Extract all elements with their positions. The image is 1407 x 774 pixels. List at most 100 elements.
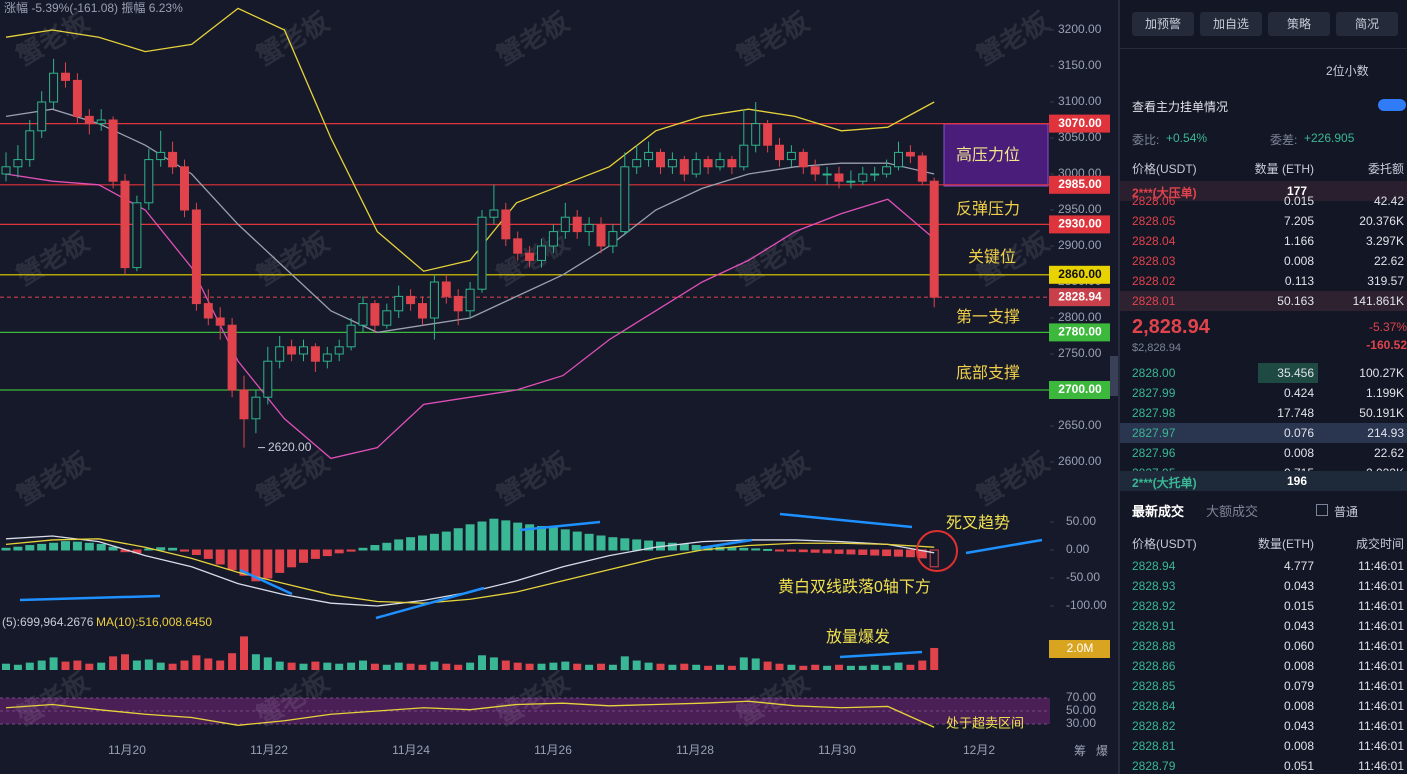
level-label: 2700.00 <box>1058 382 1102 396</box>
macd-bar <box>786 549 796 552</box>
volume-bar <box>763 661 772 670</box>
y-tick-label: 2750.00 <box>1058 346 1102 360</box>
pressure-box <box>943 123 1049 187</box>
volume-bar <box>275 661 284 670</box>
volume-bar <box>121 654 129 670</box>
volume-bar <box>347 662 356 670</box>
level-box <box>1049 175 1110 194</box>
candle-body <box>334 346 344 355</box>
toggle[interactable] <box>1378 99 1406 111</box>
macd-bar <box>679 543 689 551</box>
macd-bar <box>584 533 594 551</box>
macd-bar <box>346 549 356 552</box>
scroll-handle[interactable] <box>1110 356 1118 396</box>
annotation: 黄白双线跌落0轴下方 <box>778 578 931 596</box>
volume-bar <box>620 656 629 670</box>
candle-body <box>61 72 70 81</box>
volume-bar <box>228 653 237 670</box>
candle-body <box>72 79 82 117</box>
candle-body <box>501 209 511 240</box>
volume-bar <box>204 658 213 670</box>
volume-bar <box>25 662 34 670</box>
trade-cell: 2828.82 <box>1132 719 1176 733</box>
watermark: 蟹老板 <box>731 6 814 71</box>
candle-body <box>572 216 582 233</box>
row-highlight <box>1120 291 1407 311</box>
candle-body <box>786 151 796 161</box>
volume-bar <box>870 664 879 670</box>
label: 委差: <box>1270 133 1298 147</box>
watermark: 蟹老板 <box>491 6 574 71</box>
x-tick-label: 11月26 <box>534 743 572 757</box>
volume-bar <box>704 665 713 670</box>
macd-bar <box>929 549 939 568</box>
row-highlight <box>1120 423 1407 443</box>
decimals[interactable]: 2位小数 <box>1326 64 1369 78</box>
macd-bar <box>537 525 546 551</box>
macd-bar <box>13 546 23 551</box>
trade-cell: 11:46:01 <box>1358 579 1404 593</box>
level-label: 2860.00 <box>1058 267 1102 281</box>
volume-box <box>1049 640 1110 658</box>
volume-bar <box>311 661 320 670</box>
ask-cell: 2828.06 <box>1132 194 1176 208</box>
tab[interactable]: 大额成交 <box>1206 504 1259 519</box>
watermark: 蟹老板 <box>11 6 94 71</box>
candle-body <box>203 303 213 319</box>
column-header: 价格(USDT) <box>1132 537 1197 551</box>
ask-cell: 0.008 <box>1283 254 1314 268</box>
candle-body <box>168 151 178 168</box>
macd-bar <box>644 540 654 551</box>
big-ask: 2***(大压单) <box>1132 186 1197 200</box>
volume-bar <box>466 662 475 670</box>
button[interactable]: 加预警 <box>1132 12 1194 36</box>
volume-bar <box>775 663 784 670</box>
y-tick-label: -100.00 <box>1066 598 1107 612</box>
macd-bar <box>501 520 511 551</box>
candle-body <box>608 231 618 247</box>
trade-cell: 2828.79 <box>1132 759 1176 773</box>
candle-body <box>394 295 404 312</box>
watermark: 蟹老板 <box>251 446 334 511</box>
annotation: 第一支撑 <box>956 308 1020 326</box>
ask-cell: 2828.04 <box>1132 234 1176 248</box>
indicator-line <box>5 173 935 460</box>
volume-bar <box>751 658 760 670</box>
level-box <box>1049 288 1110 307</box>
watermark: 蟹老板 <box>731 226 814 291</box>
candle-body <box>858 173 868 182</box>
checkbox[interactable] <box>1316 504 1328 516</box>
corner: 筹 <box>1074 744 1086 758</box>
macd-bar <box>846 549 856 555</box>
ask-cell: 1.166 <box>1283 234 1314 248</box>
indicator-line <box>5 700 935 728</box>
macd-bar <box>739 547 749 551</box>
volume-bar <box>394 662 403 670</box>
macd-bar <box>834 549 844 554</box>
volume-bar <box>37 660 46 670</box>
volume-bar <box>370 663 379 670</box>
macd-bar <box>596 535 606 551</box>
annotation: 高压力位 <box>956 146 1020 164</box>
macd-bar <box>156 547 166 551</box>
volume-bar <box>132 660 141 670</box>
candle-body <box>191 209 201 305</box>
y-tick-label: 3050.00 <box>1058 130 1102 144</box>
trade-cell: 0.060 <box>1283 639 1314 653</box>
volume-bar <box>644 662 653 670</box>
button[interactable]: 加自选 <box>1200 12 1262 36</box>
y-tick-label: 2950.00 <box>1058 202 1102 216</box>
button[interactable]: 简况 <box>1336 12 1398 36</box>
tab[interactable]: 最新成交 <box>1132 504 1185 519</box>
x-tick-label: 11月24 <box>392 743 430 757</box>
trade-cell: 0.008 <box>1283 699 1314 713</box>
trade-cell: 0.015 <box>1283 599 1314 613</box>
watermark: 蟹老板 <box>971 446 1054 511</box>
stats: 涨幅 -5.39%(-161.08) 振幅 6.23% <box>4 0 183 15</box>
column-header: 价格(USDT) <box>1132 162 1197 176</box>
macd-bar <box>870 549 880 556</box>
macd-bar <box>560 529 570 551</box>
candle-body <box>620 166 630 233</box>
button[interactable]: 策略 <box>1268 12 1330 36</box>
